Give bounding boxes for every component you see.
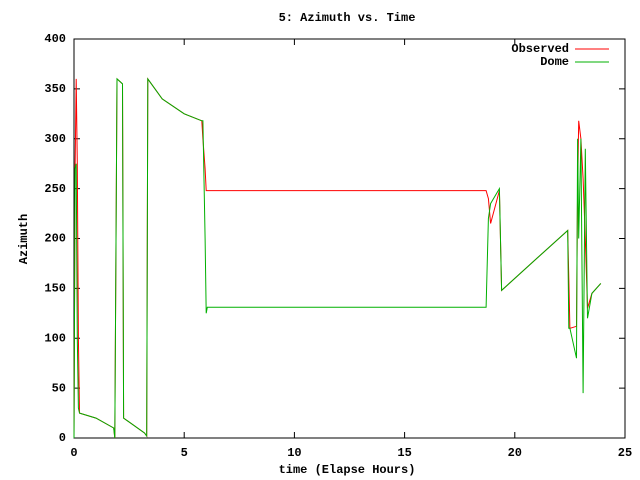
y-tick-label: 350 [44,82,66,96]
y-tick-label: 150 [44,282,66,296]
y-tick-label: 300 [44,132,66,146]
y-tick-label: 250 [44,182,66,196]
y-axis-label: Azimuth [17,214,31,264]
legend-label: Dome [540,55,569,69]
x-tick-label: 20 [508,446,522,460]
y-tick-label: 200 [44,232,66,246]
y-tick-label: 0 [59,431,66,445]
y-tick-label: 100 [44,331,66,345]
series-line [73,77,602,439]
x-tick-label: 5 [181,446,188,460]
y-tick-label: 400 [44,32,66,46]
x-tick-label: 10 [287,446,301,460]
x-tick-label: 25 [618,446,632,460]
x-tick-label: 0 [70,446,77,460]
y-tick-label: 50 [52,381,66,395]
x-tick-label: 15 [397,446,411,460]
chart-title: 5: Azimuth vs. Time [279,11,416,25]
legend-label: Observed [511,42,569,56]
x-axis-label: time (Elapse Hours) [279,463,416,477]
